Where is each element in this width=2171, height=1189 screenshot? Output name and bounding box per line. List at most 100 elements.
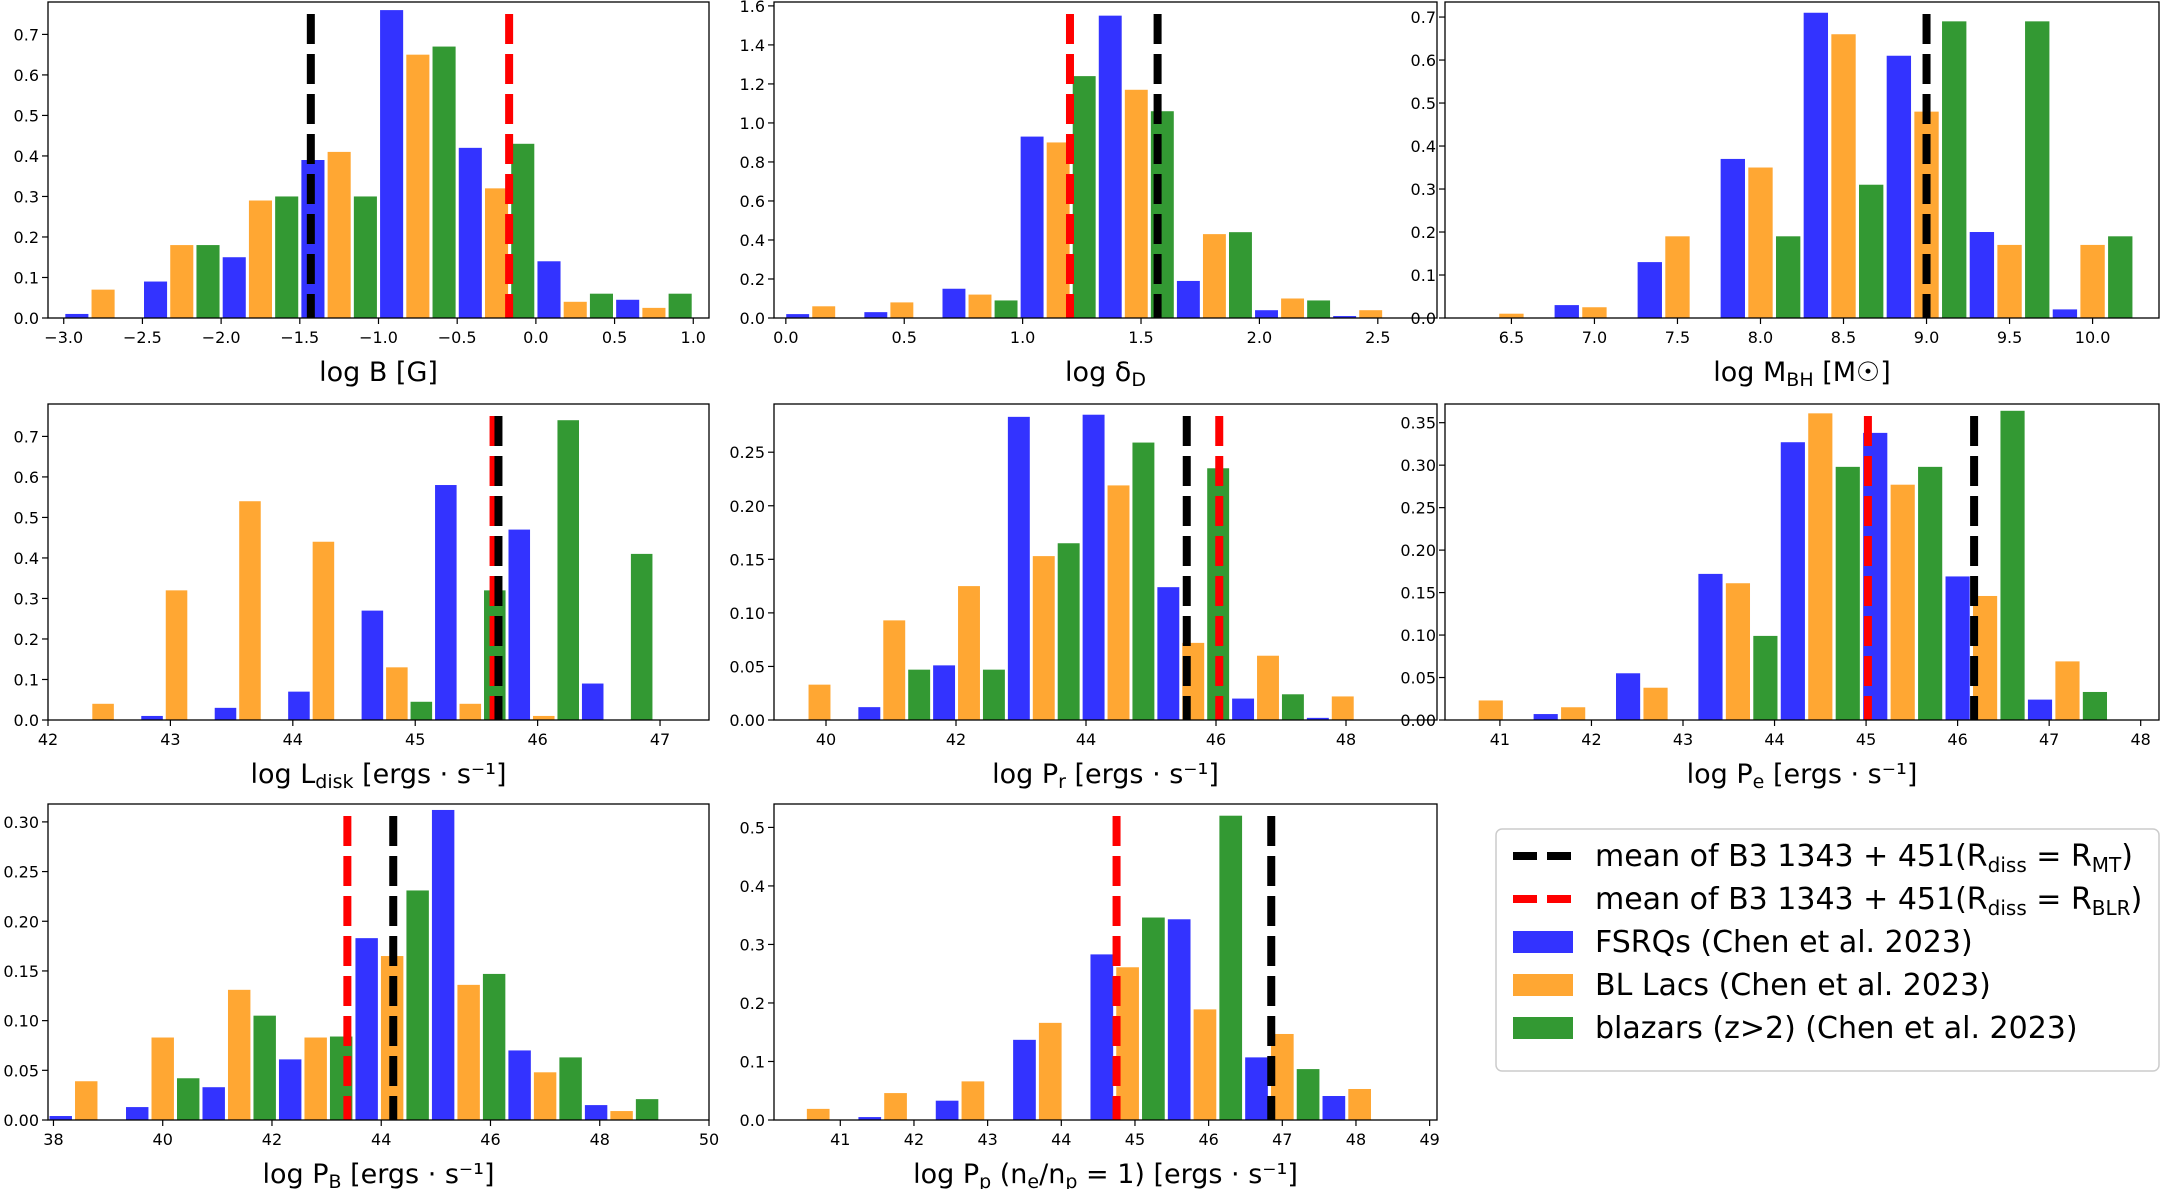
- bar-fsrq-5: [1176, 280, 1200, 318]
- x-tick-label: 40: [153, 1130, 173, 1149]
- bar-fsrq-2: [222, 257, 246, 318]
- bar-bllac-6: [563, 301, 587, 318]
- bar-bllac-7: [610, 1111, 633, 1120]
- x-tick-label: 1.0: [1010, 328, 1035, 347]
- bar-highz-3: [1072, 76, 1096, 318]
- axes-frame: [47, 803, 710, 1121]
- y-tick-label: 0.6: [14, 66, 39, 85]
- bar-fsrq-2: [1615, 673, 1641, 720]
- bar-bllac-2: [1643, 687, 1668, 720]
- y-tick-label: 0.10: [1400, 626, 1436, 645]
- y-tick-label: 0.10: [3, 1012, 39, 1031]
- x-tick-label: 48: [590, 1130, 610, 1149]
- bar-bllac-0: [812, 306, 836, 318]
- bar-fsrq-6: [1969, 232, 1995, 318]
- bar-fsrq-6: [508, 1050, 531, 1120]
- axes-frame: [773, 403, 1438, 721]
- panel-logMBH: 6.5 7.0 7.5 8.0 8.5 9.0 9.5 10.0 0.0 0.1 0.2 0.3 0.4…: [1411, 1, 2160, 391]
- bar-highz-6: [2025, 21, 2050, 319]
- x-tick-label: 2.5: [1365, 328, 1390, 347]
- legend-label-mean_mt: mean of B3 1343 + 451(Rdiss = RMT): [1595, 839, 2133, 877]
- y-tick-label: 0.15: [3, 962, 39, 981]
- bar-bllac-0: [808, 684, 831, 720]
- axes-frame: [47, 403, 710, 721]
- bar-bllac-1: [165, 590, 188, 720]
- bar-fsrq-6: [537, 261, 561, 318]
- bar-bllac-1: [1582, 307, 1607, 318]
- x-axis-label: log Pp (ne/np = 1) [ergs · s⁻¹]: [913, 1159, 1298, 1189]
- bar-bllac-3: [1748, 167, 1773, 318]
- y-tick-label: 0.2: [14, 630, 39, 649]
- bar-bllac-2: [961, 1081, 985, 1120]
- bar-fsrq-3: [1007, 416, 1030, 720]
- y-tick-label: 0.20: [3, 912, 39, 931]
- x-axis-label: log δD: [1065, 357, 1146, 391]
- bar-highz-4: [1142, 917, 1165, 1120]
- bar-bllac-0: [806, 1108, 830, 1120]
- x-tick-label: 49: [1419, 1130, 1439, 1149]
- x-tick-label: 41: [1490, 730, 1510, 749]
- bar-bllac-1: [884, 1093, 907, 1120]
- bar-bllac-5: [459, 703, 482, 720]
- x-tick-label: −0.5: [438, 328, 477, 347]
- bar-bllac-4: [1831, 34, 1856, 318]
- bar-bllac-7: [1348, 1088, 1371, 1120]
- x-tick-label: 48: [2131, 730, 2151, 749]
- bar-fsrq-3: [278, 1059, 302, 1120]
- y-tick-label: 0.15: [729, 550, 765, 569]
- bar-bllac-3: [1038, 1022, 1062, 1120]
- bar-highz-3: [1057, 543, 1080, 720]
- bar-fsrq-0: [49, 1116, 72, 1120]
- x-tick-label: 10.0: [2075, 328, 2111, 347]
- bar-bllac-0: [1478, 700, 1503, 720]
- bar-fsrq-4: [355, 938, 378, 1120]
- x-axis-label: log Pr [ergs · s⁻¹]: [992, 759, 1219, 793]
- bar-fsrq-1: [126, 1107, 149, 1120]
- axes-frame: [47, 1, 710, 319]
- x-tick-label: 46: [1206, 730, 1226, 749]
- x-tick-label: 44: [1764, 730, 1784, 749]
- y-tick-label: 0.00: [3, 1111, 39, 1130]
- y-tick-label: 0.4: [740, 231, 765, 250]
- bar-bllac-3: [1046, 142, 1070, 318]
- axes-frame: [1444, 403, 2160, 721]
- x-tick-label: 46: [480, 1130, 500, 1149]
- bar-highz-4: [1132, 442, 1155, 720]
- x-tick-label: 50: [699, 1130, 719, 1149]
- bar-highz-2: [275, 196, 299, 318]
- legend-frame: [1495, 828, 2160, 1072]
- y-tick-label: 0.7: [1411, 8, 1436, 27]
- x-tick-label: 43: [160, 730, 180, 749]
- bar-bllac-0: [1499, 313, 1524, 318]
- bar-highz-3: [1753, 635, 1778, 720]
- bar-fsrq-1: [858, 1117, 882, 1120]
- bar-highz-5: [1229, 232, 1252, 318]
- bar-fsrq-7: [2052, 309, 2078, 318]
- bar-bllac-1: [151, 1037, 174, 1120]
- bar-fsrq-5: [431, 809, 455, 1120]
- panel-logLdisk: 42 43 44 45 46 47 0.0 0.1 0.2 0.3 0.4 0.5 0.6 0.7 log …: [14, 403, 710, 793]
- x-tick-label: 8.5: [1831, 328, 1856, 347]
- bar-bllac-7: [2080, 244, 2105, 318]
- y-tick-label: 0.5: [14, 508, 39, 527]
- bar-fsrq-7: [1333, 316, 1357, 318]
- bar-fsrq-4: [1098, 15, 1122, 318]
- y-tick-label: 0.25: [729, 443, 765, 462]
- x-tick-label: 44: [371, 1130, 391, 1149]
- y-tick-label: 0.3: [1411, 180, 1436, 199]
- panel-logPr: 40 42 44 46 48 0.00 0.05 0.10 0.15 0.20 0.25 log Pr…: [729, 403, 1438, 793]
- bar-highz-4: [1835, 466, 1860, 720]
- y-tick-label: 0.25: [1400, 499, 1436, 518]
- x-tick-label: −3.0: [44, 328, 83, 347]
- bar-fsrq-0: [65, 313, 89, 318]
- y-tick-label: 0.4: [740, 877, 765, 896]
- x-axis-label: log B [G]: [319, 357, 438, 388]
- y-tick-label: 0.0: [14, 711, 39, 730]
- bar-fsrq-6: [508, 529, 531, 720]
- bar-fsrq-4: [1803, 12, 1829, 319]
- x-tick-label: 38: [43, 1130, 63, 1149]
- bar-fsrq-7: [2027, 699, 2053, 720]
- bar-highz-6: [1296, 1069, 1320, 1120]
- bar-fsrq-7: [1306, 717, 1329, 720]
- y-tick-label: 0.30: [3, 813, 39, 832]
